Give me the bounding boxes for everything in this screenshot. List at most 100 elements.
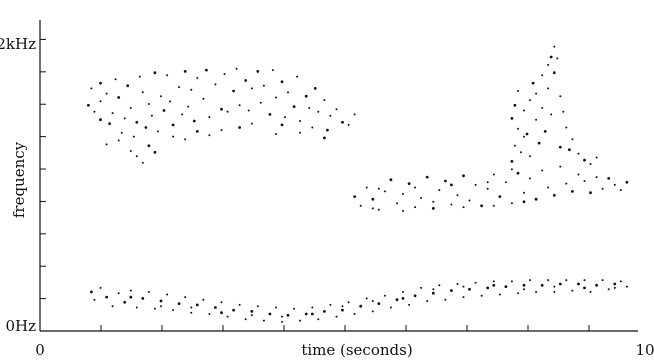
scatter-point	[292, 105, 296, 108]
scatter-point	[583, 279, 586, 282]
scatter-point	[262, 84, 265, 87]
scatter-point	[571, 138, 574, 141]
scatter-point	[577, 152, 580, 155]
scatter-point	[535, 92, 538, 95]
scatter-point	[619, 189, 622, 192]
scatter-point	[310, 312, 314, 316]
scatter-point	[595, 176, 598, 179]
scatter-point	[414, 206, 417, 209]
scatter-point	[462, 285, 465, 288]
scatter-point	[486, 286, 490, 290]
scatter-point	[132, 135, 135, 138]
scatter-point	[353, 195, 356, 199]
scatter-point	[187, 105, 190, 108]
scatter-point	[595, 156, 598, 159]
scatter-point	[402, 290, 404, 293]
scatter-point	[105, 295, 108, 299]
scatter-point	[552, 71, 556, 75]
scatter-point	[541, 106, 544, 109]
scatter-point	[523, 288, 525, 291]
scatter-point	[347, 301, 350, 304]
scatter-point	[371, 197, 375, 201]
scatter-point	[359, 204, 362, 207]
scatter-point	[281, 320, 283, 323]
scatter-point	[172, 135, 175, 138]
scatter-point	[317, 110, 320, 113]
scatter-point	[323, 99, 326, 102]
scatter-point	[456, 283, 459, 285]
scatter-point	[413, 294, 417, 298]
scatter-point	[601, 187, 604, 190]
scatter-point	[562, 110, 565, 113]
scatter-point	[513, 103, 517, 107]
scatter-point	[232, 89, 236, 93]
scatter-point	[625, 285, 628, 288]
scatter-point	[105, 143, 108, 146]
scatter-point	[565, 126, 568, 129]
scatter-point	[117, 292, 120, 295]
scatter-point	[492, 173, 495, 176]
scatter-point	[541, 74, 544, 77]
scatter-point	[87, 103, 90, 107]
scatter-point	[208, 313, 211, 315]
scatter-point	[183, 70, 187, 73]
scatter-point	[547, 87, 550, 90]
scatter-point	[517, 292, 519, 295]
scatter-point	[523, 191, 525, 194]
scatter-point	[271, 69, 274, 72]
scatter-point	[498, 195, 502, 199]
scatter-point	[93, 110, 96, 113]
scatter-point	[510, 280, 513, 283]
scatter-point	[275, 133, 277, 135]
scatter-point	[235, 67, 238, 70]
scatter-point	[425, 175, 429, 179]
scatter-point	[190, 88, 193, 91]
scatter-point	[196, 76, 199, 79]
scatter-point	[293, 307, 296, 310]
scatter-point	[365, 186, 368, 189]
scatter-point	[523, 135, 525, 138]
scatter-point	[247, 109, 250, 112]
scatter-point	[135, 306, 138, 309]
scatter-point	[347, 123, 350, 126]
scatter-point	[383, 190, 386, 193]
scatter-point	[208, 134, 211, 137]
scatter-point	[129, 295, 133, 299]
scatter-point	[323, 310, 326, 313]
scatter-point	[540, 283, 544, 287]
scatter-point	[99, 81, 102, 85]
scatter-point	[383, 294, 386, 297]
scatter-point	[287, 91, 289, 94]
scatter-point	[607, 177, 611, 180]
y-tick-label-bottom: 0Hz	[5, 317, 36, 335]
scatter-point	[565, 182, 568, 185]
scatter-point	[147, 290, 150, 293]
scatter-point	[99, 100, 102, 103]
scatter-point	[589, 191, 592, 195]
scatter-point	[462, 296, 465, 299]
scatter-point	[202, 97, 205, 100]
scatter-point	[456, 194, 459, 197]
scatter-point	[535, 290, 538, 293]
scatter-point	[202, 298, 205, 301]
scatter-point	[529, 177, 531, 180]
scatter-point	[184, 296, 187, 299]
scatter-point	[208, 116, 211, 119]
scatter-point	[120, 131, 123, 134]
scatter-point	[190, 311, 193, 314]
scatter-point	[129, 289, 132, 292]
scatter-point	[160, 95, 162, 98]
scatter-point	[268, 113, 272, 116]
scatter-point	[129, 150, 132, 152]
scatter-point	[111, 112, 114, 115]
scatter-point	[220, 129, 223, 132]
scatter-point	[157, 130, 159, 133]
scatter-point	[135, 155, 138, 158]
scatter-point	[117, 96, 121, 99]
scatter-point	[377, 208, 380, 211]
scatter-point	[184, 138, 187, 141]
scatter-point	[474, 183, 477, 186]
scatter-point	[359, 304, 363, 308]
scatter-point	[90, 87, 93, 90]
scatter-point	[117, 139, 120, 142]
